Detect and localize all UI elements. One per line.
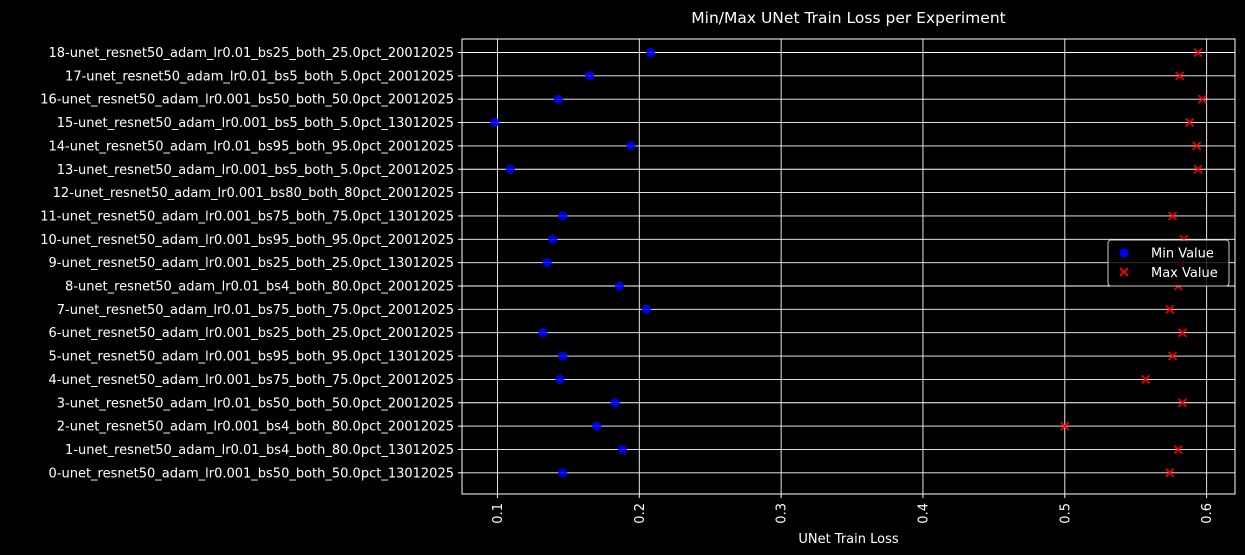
y-tick-label: 8-unet_resnet50_adam_lr0.01_bs4_both_80.…	[65, 280, 454, 295]
min-value-point	[646, 47, 656, 58]
min-value-point	[505, 164, 515, 174]
x-tick-label: 0.6	[1200, 503, 1215, 524]
y-tick-label: 5-unet_resnet50_adam_lr0.001_bs95_both_9…	[49, 350, 454, 365]
legend: Min Value Max Value	[1107, 239, 1230, 287]
y-tick-label: 12-unet_resnet50_adam_lr0.001_bs80_both_…	[53, 186, 454, 201]
min-value-point	[538, 328, 548, 338]
min-value-point	[558, 351, 568, 361]
max-value-point	[1192, 141, 1202, 151]
max-value-point	[1177, 398, 1188, 408]
min-value-point	[610, 398, 620, 408]
y-tick-label: 7-unet_resnet50_adam_lr0.01_bs75_both_75…	[57, 303, 454, 318]
plot-frame	[461, 38, 1236, 495]
min-value-point	[558, 468, 568, 478]
legend-min-marker	[1119, 248, 1129, 258]
min-value-point	[617, 444, 627, 455]
min-value-point	[626, 141, 636, 151]
y-tick-label: 16-unet_resnet50_adam_lr0.001_bs50_both_…	[40, 93, 454, 108]
min-value-point	[558, 211, 568, 221]
y-tick-label: 9-unet_resnet50_adam_lr0.001_bs25_both_2…	[49, 256, 454, 271]
y-tick-label: 11-unet_resnet50_adam_lr0.001_bs75_both_…	[40, 209, 454, 224]
min-value-point	[585, 71, 595, 81]
max-value-point	[1193, 47, 1203, 58]
legend-max-marker	[1119, 267, 1129, 277]
legend-min-label: Min Value	[1151, 247, 1214, 262]
y-tick-label: 4-unet_resnet50_adam_lr0.001_bs75_both_7…	[49, 373, 454, 388]
min-value-point	[641, 304, 651, 314]
max-value-point	[1167, 211, 1178, 221]
legend-box	[1107, 239, 1230, 287]
max-value-point	[1060, 421, 1070, 431]
y-tick-label: 6-unet_resnet50_adam_lr0.001_bs25_both_2…	[49, 326, 454, 341]
x-tick-label: 0.5	[1058, 503, 1073, 524]
y-tick-label: 10-unet_resnet50_adam_lr0.001_bs95_both_…	[40, 233, 454, 248]
min-value-point	[490, 117, 500, 128]
x-axis: 0.1 0.2 0.3 0.4 0.5 0.6	[491, 494, 1215, 524]
max-value-point	[1197, 94, 1208, 104]
max-value-point	[1167, 351, 1178, 361]
max-value-point	[1141, 374, 1151, 385]
max-value-point	[1177, 328, 1188, 338]
legend-max-label: Max Value	[1151, 266, 1218, 281]
x-tick-label: 0.3	[775, 503, 790, 524]
min-value-point	[614, 281, 625, 291]
y-tick-label: 3-unet_resnet50_adam_lr0.01_bs50_both_50…	[57, 396, 454, 411]
min-value-point	[553, 94, 564, 104]
x-tick-label: 0.1	[491, 503, 506, 524]
max-value-point	[1175, 71, 1185, 81]
y-tick-label: 18-unet_resnet50_adam_lr0.01_bs25_both_2…	[49, 46, 454, 61]
x-axis-label: UNet Train Loss	[798, 532, 899, 547]
grid	[462, 39, 1235, 494]
max-value-point	[1173, 444, 1183, 455]
min-value-point	[555, 374, 565, 384]
min-value-point	[542, 258, 552, 268]
y-tick-label: 2-unet_resnet50_adam_lr0.001_bs4_both_80…	[57, 420, 454, 435]
min-value-point	[592, 421, 602, 431]
min-value-point	[548, 234, 558, 244]
y-tick-label: 0-unet_resnet50_adam_lr0.001_bs50_both_5…	[49, 466, 454, 481]
chart-title: Min/Max UNet Train Loss per Experiment	[691, 9, 1005, 27]
y-tick-label: 13-unet_resnet50_adam_lr0.001_bs5_both_5…	[57, 163, 454, 178]
max-value-point	[1165, 468, 1175, 478]
y-tick-label: 15-unet_resnet50_adam_lr0.001_bs5_both_5…	[57, 116, 454, 131]
x-tick-label: 0.2	[633, 503, 648, 524]
y-tick-label: 17-unet_resnet50_adam_lr0.01_bs5_both_5.…	[65, 69, 454, 84]
y-axis: 0-unet_resnet50_adam_lr0.001_bs50_both_5…	[40, 46, 462, 481]
x-tick-label: 0.4	[916, 503, 931, 524]
max-value-point	[1165, 304, 1175, 314]
max-value-point	[1184, 117, 1195, 128]
y-tick-label: 14-unet_resnet50_adam_lr0.01_bs95_both_9…	[49, 139, 454, 154]
max-value-point	[1193, 164, 1203, 174]
y-tick-label: 1-unet_resnet50_adam_lr0.01_bs4_both_80.…	[65, 443, 454, 458]
